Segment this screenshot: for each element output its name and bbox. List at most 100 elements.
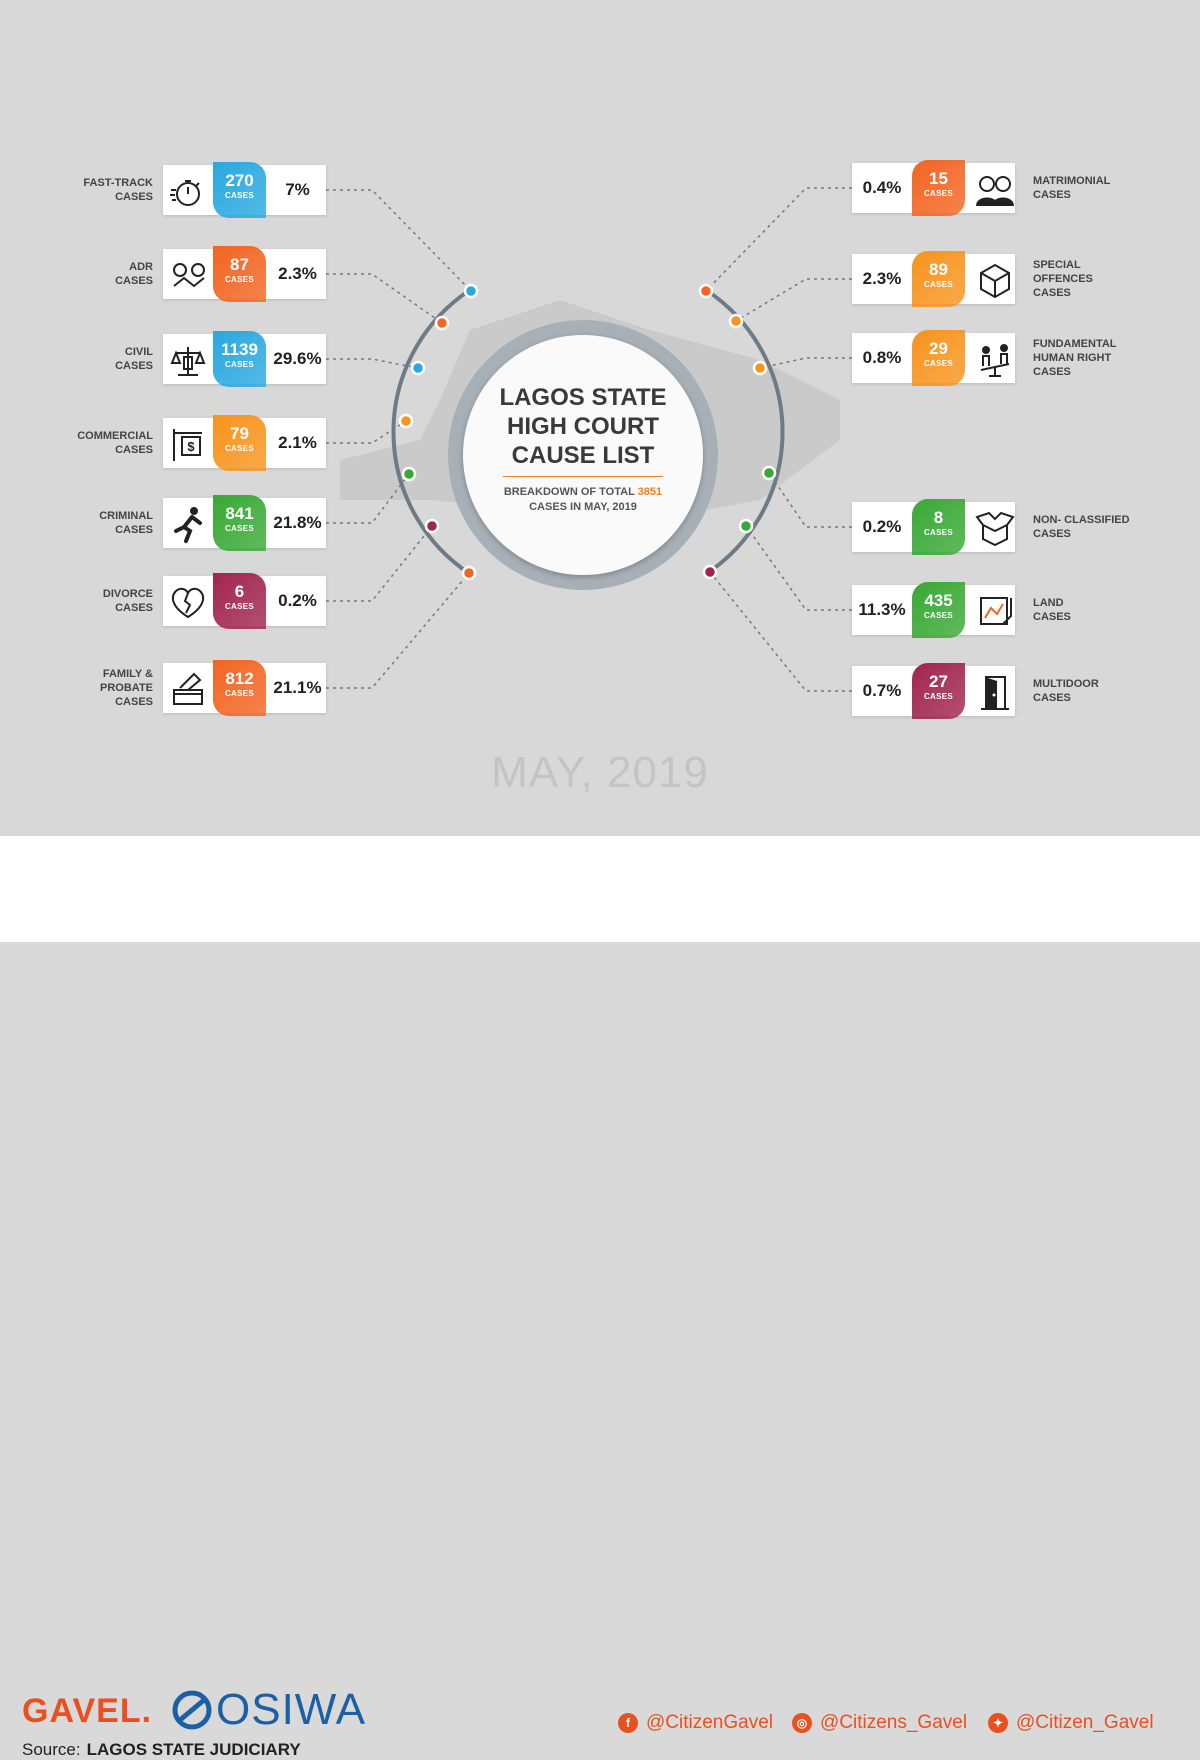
case-label-line: OFFENCES bbox=[1033, 273, 1093, 285]
case-card-divorce: 6 CASES 0.2% bbox=[163, 573, 326, 629]
case-count: 6 bbox=[234, 582, 245, 601]
case-unit: CASES bbox=[224, 444, 255, 453]
center-badge: LAGOS STATE HIGH COURT CAUSE LIST BREAKD… bbox=[448, 320, 718, 590]
case-label-non-classified: NON- CLASSIFIED CASES bbox=[1033, 513, 1173, 541]
osiwa-wordmark: OSIWA bbox=[216, 1685, 367, 1734]
case-count-badge: 435 CASES bbox=[912, 582, 965, 638]
case-label-line: CRIMINAL bbox=[99, 510, 153, 522]
case-label-line: FAMILY & bbox=[102, 668, 153, 680]
case-percent: 0.2% bbox=[278, 591, 317, 610]
case-label-line: CIVIL bbox=[124, 346, 153, 358]
twitter-handle-text: @Citizen_Gavel bbox=[1016, 1712, 1154, 1733]
connector-line bbox=[735, 278, 852, 322]
svg-text:$: $ bbox=[187, 439, 195, 454]
case-unit: CASES bbox=[224, 275, 255, 284]
land-map-icon bbox=[970, 585, 1020, 635]
case-label-line: CASES bbox=[1033, 692, 1071, 704]
left-arc bbox=[391, 288, 472, 576]
connector-line bbox=[709, 571, 852, 692]
open-box-icon bbox=[970, 502, 1020, 552]
case-count-badge: 8 CASES bbox=[912, 499, 965, 555]
case-label-line: HUMAN RIGHT bbox=[1033, 352, 1112, 364]
case-label-family: FAMILY & PROBATE CASES bbox=[13, 667, 153, 709]
case-card-commercial: $79 CASES 2.1% bbox=[163, 415, 326, 471]
case-label-line: CASES bbox=[1033, 611, 1071, 623]
infographic-canvas: 270 CASES 7% 87 CASES 2.3% 1139 CASES 29.6% $79 CA… bbox=[0, 0, 1200, 836]
connector-line bbox=[759, 357, 852, 369]
case-unit: CASES bbox=[923, 611, 954, 620]
case-label-line: PROBATE bbox=[100, 682, 153, 694]
case-label-line: CASES bbox=[115, 275, 153, 287]
case-count-badge: 27 CASES bbox=[912, 663, 965, 719]
couple-icon bbox=[970, 163, 1020, 213]
case-unit: CASES bbox=[224, 524, 255, 533]
twitter-icon: ✦ bbox=[988, 1713, 1008, 1733]
footer: GAVEL. OSIWA Source: LAGOS STATE JUDICIAR… bbox=[0, 836, 1200, 1759]
title-line-3: CAUSE LIST bbox=[511, 442, 655, 469]
case-label-line: CASES bbox=[115, 191, 153, 203]
twitter-handle[interactable]: ✦ @Citizen_Gavel bbox=[988, 1712, 1154, 1734]
stopwatch-icon bbox=[163, 165, 213, 215]
case-label-special: SPECIAL OFFENCES CASES bbox=[1033, 258, 1173, 300]
subtitle: BREAKDOWN OF TOTAL 3851 CASES IN MAY, 20… bbox=[463, 485, 703, 515]
facebook-handle[interactable]: f @CitizenGavel bbox=[618, 1712, 773, 1734]
arc-marker-matrimonial bbox=[698, 283, 714, 299]
case-count: 29 bbox=[929, 339, 948, 358]
case-label-line: CASES bbox=[1033, 287, 1071, 299]
case-count: 841 bbox=[225, 504, 254, 523]
case-percent: 21.1% bbox=[273, 678, 322, 697]
case-card-special: 89 CASES 2.3% bbox=[852, 251, 1015, 307]
source-label: Source: bbox=[22, 1740, 81, 1759]
case-count: 79 bbox=[230, 424, 249, 443]
shop-sign-icon: $ bbox=[163, 418, 213, 468]
case-label-line: CASES bbox=[115, 696, 153, 708]
case-count-badge: 15 CASES bbox=[912, 160, 965, 216]
source-value: LAGOS STATE JUDICIARY bbox=[86, 1740, 301, 1759]
case-count-badge: 89 CASES bbox=[912, 251, 965, 307]
arc-marker-multidoor bbox=[702, 564, 718, 580]
instagram-handle[interactable]: ◎ @Citizens_Gavel bbox=[792, 1712, 967, 1734]
case-label-line: CASES bbox=[115, 524, 153, 536]
case-count: 89 bbox=[929, 260, 948, 279]
case-label-line: COMMERCIAL bbox=[77, 430, 153, 442]
case-label-adr: ADR CASES bbox=[13, 260, 153, 288]
case-count: 15 bbox=[929, 169, 948, 188]
door-icon bbox=[970, 666, 1020, 716]
case-count: 87 bbox=[230, 255, 249, 274]
case-card-non-classified: 8 CASES 0.2% bbox=[852, 499, 1015, 555]
total-cases: 3851 bbox=[637, 486, 663, 498]
case-card-civil: 1139 CASES 29.6% bbox=[163, 331, 326, 387]
case-unit: CASES bbox=[224, 602, 255, 611]
title-line-2: HIGH COURT bbox=[507, 413, 659, 440]
case-percent: 21.8% bbox=[273, 513, 322, 532]
osiwa-logo: OSIWA bbox=[172, 1685, 367, 1734]
arc-marker-land bbox=[738, 518, 754, 534]
case-percent: 0.2% bbox=[862, 517, 902, 536]
case-label-line: LAND bbox=[1033, 597, 1064, 609]
connector-line bbox=[326, 420, 407, 444]
arc-marker-special bbox=[728, 313, 744, 329]
case-label-matrimonial: MATRIMONIAL CASES bbox=[1033, 174, 1173, 202]
case-count: 812 bbox=[225, 669, 254, 688]
case-label-line: CASES bbox=[1033, 366, 1071, 378]
case-label-criminal: CRIMINAL CASES bbox=[13, 509, 153, 537]
case-percent: 2.3% bbox=[862, 269, 902, 288]
case-label-line: MULTIDOOR bbox=[1033, 678, 1099, 690]
source-line: Source: LAGOS STATE JUDICIARY bbox=[22, 1740, 301, 1760]
connector-line bbox=[326, 473, 410, 524]
case-card-matrimonial: 15 CASES 0.4% bbox=[852, 160, 1015, 216]
period-watermark: MAY, 2019 bbox=[491, 748, 709, 797]
arc-marker-family bbox=[461, 565, 477, 581]
case-percent: 0.8% bbox=[862, 348, 902, 367]
case-label-line: NON- CLASSIFIED bbox=[1033, 514, 1130, 526]
arc-marker-adr bbox=[434, 315, 450, 331]
case-card-fast-track: 270 CASES 7% bbox=[163, 162, 326, 218]
subtitle-prefix: BREAKDOWN OF TOTAL bbox=[503, 486, 635, 498]
case-unit: CASES bbox=[923, 280, 954, 289]
case-count: 8 bbox=[933, 508, 944, 527]
case-label-line: MATRIMONIAL bbox=[1033, 175, 1111, 187]
case-label-commercial: COMMERCIAL CASES bbox=[13, 429, 153, 457]
people-balance-icon bbox=[970, 333, 1020, 383]
case-label-line: CASES bbox=[1033, 528, 1071, 540]
arc-marker-fast-track bbox=[463, 283, 479, 299]
